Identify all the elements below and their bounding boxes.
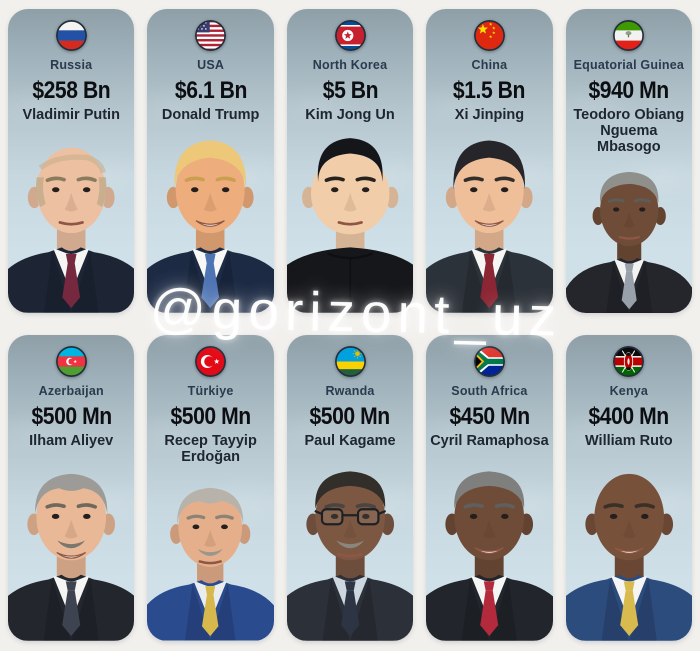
country-label: USA — [197, 58, 225, 72]
leader-name: Vladimir Putin — [22, 107, 120, 123]
portrait-photo — [426, 451, 553, 641]
net-worth-amount: $6.1 Bn — [174, 77, 247, 104]
country-label: Rwanda — [325, 384, 375, 398]
leader-name: Xi Jinping — [454, 107, 525, 123]
leader-name: Teodoro Obiang Nguema Mbasogo — [573, 107, 685, 156]
china-portrait — [426, 140, 553, 313]
net-worth-amount: $500 Mn — [31, 403, 112, 430]
country-label: Russia — [50, 58, 93, 72]
net-worth-amount: $450 Mn — [449, 403, 530, 430]
rwanda-portrait — [286, 471, 414, 641]
country-label: Azerbaijan — [38, 384, 104, 398]
leaders-row-top: Russia $258 Bn Vladimir Putin USA $6.1 B… — [8, 9, 693, 313]
card-equatorial-guinea: Equatorial Guinea $940 Mn Teodoro Obiang… — [565, 9, 693, 313]
leader-name: William Ruto — [584, 433, 673, 449]
equatorial-guinea-flag-icon — [613, 20, 645, 51]
country-label: Equatorial Guinea — [573, 58, 685, 72]
russia-portrait — [8, 147, 135, 313]
leader-name: Cyril Ramaphosa — [430, 433, 549, 449]
net-worth-amount: $258 Bn — [32, 77, 111, 104]
card-usa: USA $6.1 Bn Donald Trump — [147, 9, 274, 313]
portrait-photo — [286, 125, 414, 313]
card-north-korea: North Korea $5 Bn Kim Jong Un — [286, 9, 414, 313]
portrait-photo — [147, 467, 274, 641]
leader-name: Kim Jong Un — [305, 107, 395, 123]
leader-name: Donald Trump — [161, 107, 260, 123]
portrait-photo — [565, 158, 693, 313]
south-africa-flag-icon — [473, 346, 505, 377]
country-label: Kenya — [609, 384, 649, 398]
portrait-photo — [565, 451, 693, 641]
china-flag-icon — [473, 20, 505, 51]
portrait-photo — [8, 125, 135, 313]
net-worth-amount: $500 Mn — [309, 403, 391, 430]
azerbaijan-flag-icon — [55, 346, 87, 377]
card-kenya: Kenya $400 Mn William Ruto — [565, 335, 693, 641]
turkiye-portrait — [147, 488, 274, 641]
country-label: Türkiye — [187, 384, 234, 398]
leader-name: Paul Kagame — [304, 433, 396, 449]
leader-name: Recep Tayyip Erdoğan — [164, 433, 257, 466]
azerbaijan-portrait — [8, 474, 135, 641]
net-worth-amount: $400 Mn — [588, 403, 670, 430]
net-worth-amount: $940 Mn — [588, 77, 670, 104]
north-korea-portrait — [286, 138, 414, 313]
country-label: South Africa — [451, 384, 528, 398]
net-worth-amount: $500 Mn — [170, 403, 251, 430]
rwanda-flag-icon — [334, 346, 366, 377]
portrait-photo — [8, 451, 135, 641]
equatorial-guinea-portrait — [565, 171, 693, 313]
russia-flag-icon — [55, 20, 87, 51]
usa-portrait — [147, 140, 274, 313]
net-worth-amount: $5 Bn — [322, 77, 378, 104]
portrait-photo — [426, 125, 553, 313]
leaders-row-bottom: Azerbaijan $500 Mn Ilham Aliyev Türkiye … — [8, 335, 693, 641]
kenya-flag-icon — [613, 346, 645, 377]
portrait-photo — [286, 451, 414, 641]
south-africa-portrait — [426, 471, 553, 641]
card-rwanda: Rwanda $500 Mn Paul Kagame — [286, 335, 414, 641]
card-azerbaijan: Azerbaijan $500 Mn Ilham Aliyev — [8, 335, 135, 641]
portrait-photo — [147, 125, 274, 313]
net-worth-amount: $1.5 Bn — [453, 77, 526, 104]
usa-flag-icon — [195, 20, 227, 51]
country-label: China — [471, 58, 508, 72]
turkiye-flag-icon — [195, 346, 227, 377]
card-south-africa: South Africa $450 Mn Cyril Ramaphosa — [426, 335, 553, 641]
north-korea-flag-icon — [334, 20, 366, 51]
kenya-portrait — [565, 474, 693, 641]
card-china: China $1.5 Bn Xi Jinping — [426, 9, 553, 313]
leader-name: Ilham Aliyev — [29, 433, 114, 449]
card-russia: Russia $258 Bn Vladimir Putin — [8, 9, 135, 313]
country-label: North Korea — [312, 58, 388, 72]
card-turkiye: Türkiye $500 Mn Recep Tayyip Erdoğan — [147, 335, 274, 641]
